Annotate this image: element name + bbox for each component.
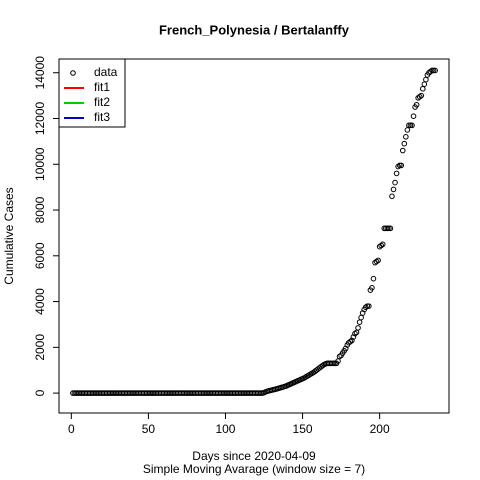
y-tick-label: 4000 (33, 288, 47, 315)
data-point (370, 275, 377, 282)
legend-marker (70, 70, 76, 76)
plot-box (58, 58, 450, 414)
y-axis-label: Cumulative Cases (2, 187, 16, 284)
x-axis-label: Days since 2020-04-09 (192, 449, 316, 463)
y-tick-label: 14000 (33, 56, 47, 90)
legend-label: fit3 (94, 110, 110, 124)
data-point (390, 186, 397, 193)
y-tick-label: 2000 (33, 334, 47, 361)
y-tick-label: 6000 (33, 242, 47, 269)
data-point (355, 325, 361, 331)
legend-label: data (94, 65, 118, 79)
data-point (392, 179, 398, 186)
y-tick-label: 10000 (33, 147, 47, 181)
data-point (398, 162, 405, 169)
data-point (403, 134, 409, 140)
data-point (389, 193, 395, 200)
legend-box (58, 58, 126, 128)
data-point (375, 257, 381, 264)
chart-title: French_Polynesia / Bertalanffy (159, 22, 350, 37)
data-point (409, 122, 415, 129)
data-point (387, 225, 394, 232)
data-point (413, 101, 420, 108)
y-tick-label: 0 (33, 389, 47, 396)
legend-label: fit1 (94, 80, 110, 94)
data-point (379, 241, 386, 248)
data-point (432, 67, 438, 74)
x-tick-label: 0 (68, 422, 75, 436)
x-tick-label: 50 (142, 422, 156, 436)
x-tick-label: 100 (215, 422, 235, 436)
subtitle: Simple Moving Avarage (window size = 7) (143, 462, 365, 476)
y-tick-label: 12000 (33, 101, 47, 135)
y-tick-label: 8000 (33, 196, 47, 223)
data-point (399, 147, 406, 154)
data-point (369, 285, 375, 291)
legend-label: fit2 (94, 95, 110, 109)
data-point (393, 170, 400, 177)
x-tick-label: 150 (293, 422, 313, 436)
data-point (401, 140, 408, 147)
data-point (410, 113, 417, 120)
data-point (366, 303, 372, 309)
data-point (418, 92, 425, 99)
x-tick-label: 200 (370, 422, 390, 436)
